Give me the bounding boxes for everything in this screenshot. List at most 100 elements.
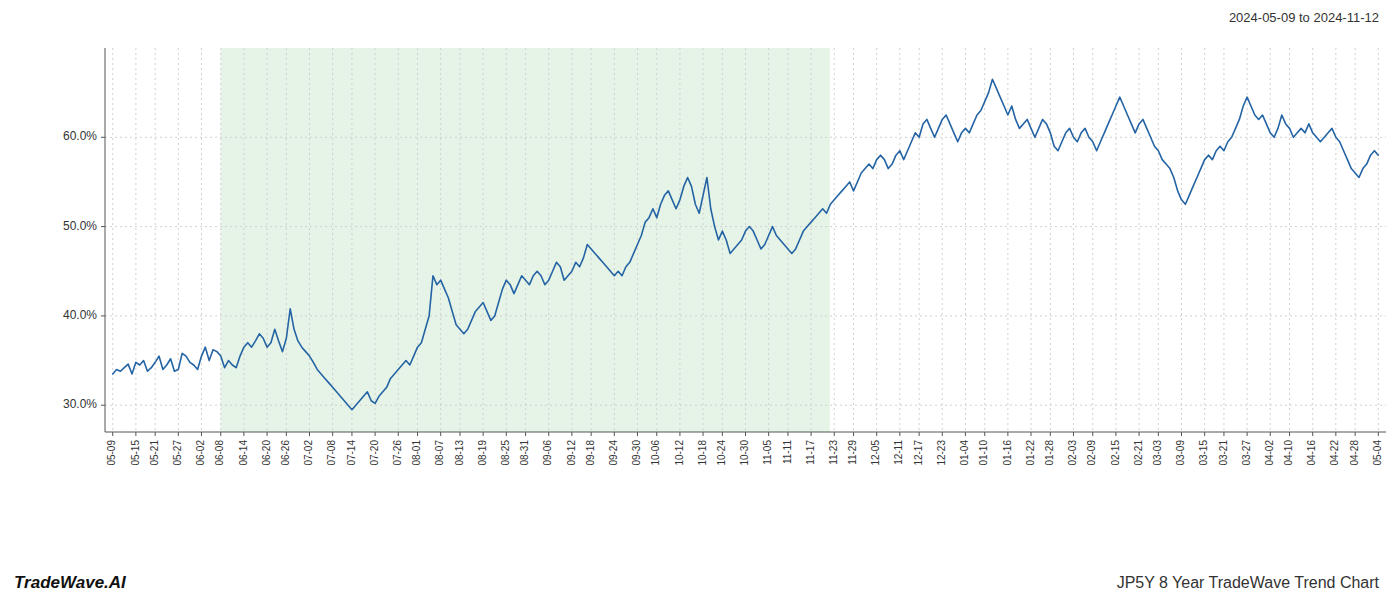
x-tick: [745, 432, 746, 436]
x-tick: [919, 432, 920, 436]
x-tick: [1204, 432, 1205, 436]
x-tick-label: 08-19: [477, 440, 488, 466]
grid-line-x: [267, 48, 268, 432]
x-tick: [351, 432, 352, 436]
date-range: 2024-05-09 to 2024-11-12: [1229, 10, 1379, 25]
x-tick: [637, 432, 638, 436]
x-tick-label: 03-03: [1152, 440, 1163, 466]
x-tick: [787, 432, 788, 436]
grid-line-x: [398, 48, 399, 432]
grid-line-x: [1378, 48, 1379, 432]
x-tick-label: 09-06: [542, 440, 553, 466]
x-tick-label: 02-21: [1133, 440, 1144, 466]
x-tick-label: 11-11: [782, 440, 793, 465]
y-tick: [101, 405, 105, 406]
grid-line-x: [1007, 48, 1008, 432]
x-tick-label: 03-15: [1198, 440, 1209, 466]
x-tick: [614, 432, 615, 436]
shaded-layer: [221, 48, 830, 432]
shaded-region: [221, 48, 830, 432]
x-tick: [1335, 432, 1336, 436]
x-tick: [1007, 432, 1008, 436]
grid-line-x: [220, 48, 221, 432]
y-tick-label: 60.0%: [63, 129, 97, 143]
x-tick-label: 09-30: [631, 440, 642, 466]
x-tick: [1031, 432, 1032, 436]
x-tick-label: 08-07: [434, 440, 445, 466]
x-tick-label: 02-03: [1067, 440, 1078, 466]
y-tick: [101, 226, 105, 227]
x-tick: [1050, 432, 1051, 436]
grid-line-x: [135, 48, 136, 432]
grid: [105, 48, 1386, 432]
x-tick-label: 10-30: [739, 440, 750, 466]
x-tick: [899, 432, 900, 436]
y-tick: [101, 137, 105, 138]
grid-line-x: [722, 48, 723, 432]
grid-line-x: [375, 48, 376, 432]
x-tick-label: 11-05: [762, 440, 773, 465]
x-tick-label: 05-15: [130, 440, 141, 466]
grid-line-x: [787, 48, 788, 432]
x-tick-label: 11-29: [847, 440, 858, 465]
x-tick-label: 10-12: [674, 440, 685, 466]
grid-line-x: [1092, 48, 1093, 432]
x-tick-label: 03-27: [1241, 440, 1252, 466]
x-tick-label: 06-02: [195, 440, 206, 466]
grid-line-y: [105, 137, 1386, 138]
x-tick: [220, 432, 221, 436]
x-tick-label: 11-23: [828, 440, 839, 465]
grid-line-x: [1312, 48, 1313, 432]
grid-line-x: [984, 48, 985, 432]
x-tick-label: 04-16: [1306, 440, 1317, 466]
background: [0, 0, 1400, 600]
x-tick-label: 04-02: [1264, 440, 1275, 466]
x-tick-label: 12-17: [913, 440, 924, 466]
x-tick-label: 12-11: [893, 440, 904, 465]
x-tick: [942, 432, 943, 436]
x-tick-label: 05-04: [1372, 440, 1383, 466]
y-tick: [101, 315, 105, 316]
grid-line-x: [1139, 48, 1140, 432]
grid-line-x: [703, 48, 704, 432]
grid-line-x: [1158, 48, 1159, 432]
x-tick: [459, 432, 460, 436]
x-tick-label: 02-09: [1086, 440, 1097, 466]
grid-line-x: [1181, 48, 1182, 432]
grid-line-x: [483, 48, 484, 432]
x-tick-label: 06-14: [238, 440, 249, 466]
line-layer: [113, 79, 1379, 409]
x-tick: [398, 432, 399, 436]
x-tick: [1289, 432, 1290, 436]
x-tick: [135, 432, 136, 436]
x-tick-label: 09-24: [608, 440, 619, 466]
x-tick: [1312, 432, 1313, 436]
grid-line-x: [1355, 48, 1356, 432]
x-tick: [1223, 432, 1224, 436]
title: JP5Y 8 Year TradeWave Trend Chart: [1117, 574, 1380, 591]
x-tick: [1139, 432, 1140, 436]
x-tick: [591, 432, 592, 436]
grid-line-x: [965, 48, 966, 432]
x-tick-label: 12-05: [870, 440, 881, 466]
y-axis-line: [105, 48, 106, 432]
x-tick: [1115, 432, 1116, 436]
x-tick-label: 06-26: [280, 440, 291, 466]
x-tick-label: 04-10: [1283, 440, 1294, 466]
x-tick-label: 05-21: [149, 440, 160, 466]
x-tick: [1092, 432, 1093, 436]
x-tick: [309, 432, 310, 436]
data-line: [113, 79, 1379, 409]
grid-line-x: [1289, 48, 1290, 432]
x-tick-label: 07-26: [392, 440, 403, 466]
grid-line-x: [853, 48, 854, 432]
x-tick: [112, 432, 113, 436]
x-tick: [506, 432, 507, 436]
x-tick: [1355, 432, 1356, 436]
x-tick-label: 07-02: [303, 440, 314, 466]
x-tick-label: 03-09: [1175, 440, 1186, 466]
axes: 30.0%40.0%50.0%60.0%05-0905-1505-2105-27…: [63, 48, 1386, 466]
x-tick: [417, 432, 418, 436]
x-tick-label: 10-18: [697, 440, 708, 466]
x-tick-label: 07-08: [326, 440, 337, 466]
